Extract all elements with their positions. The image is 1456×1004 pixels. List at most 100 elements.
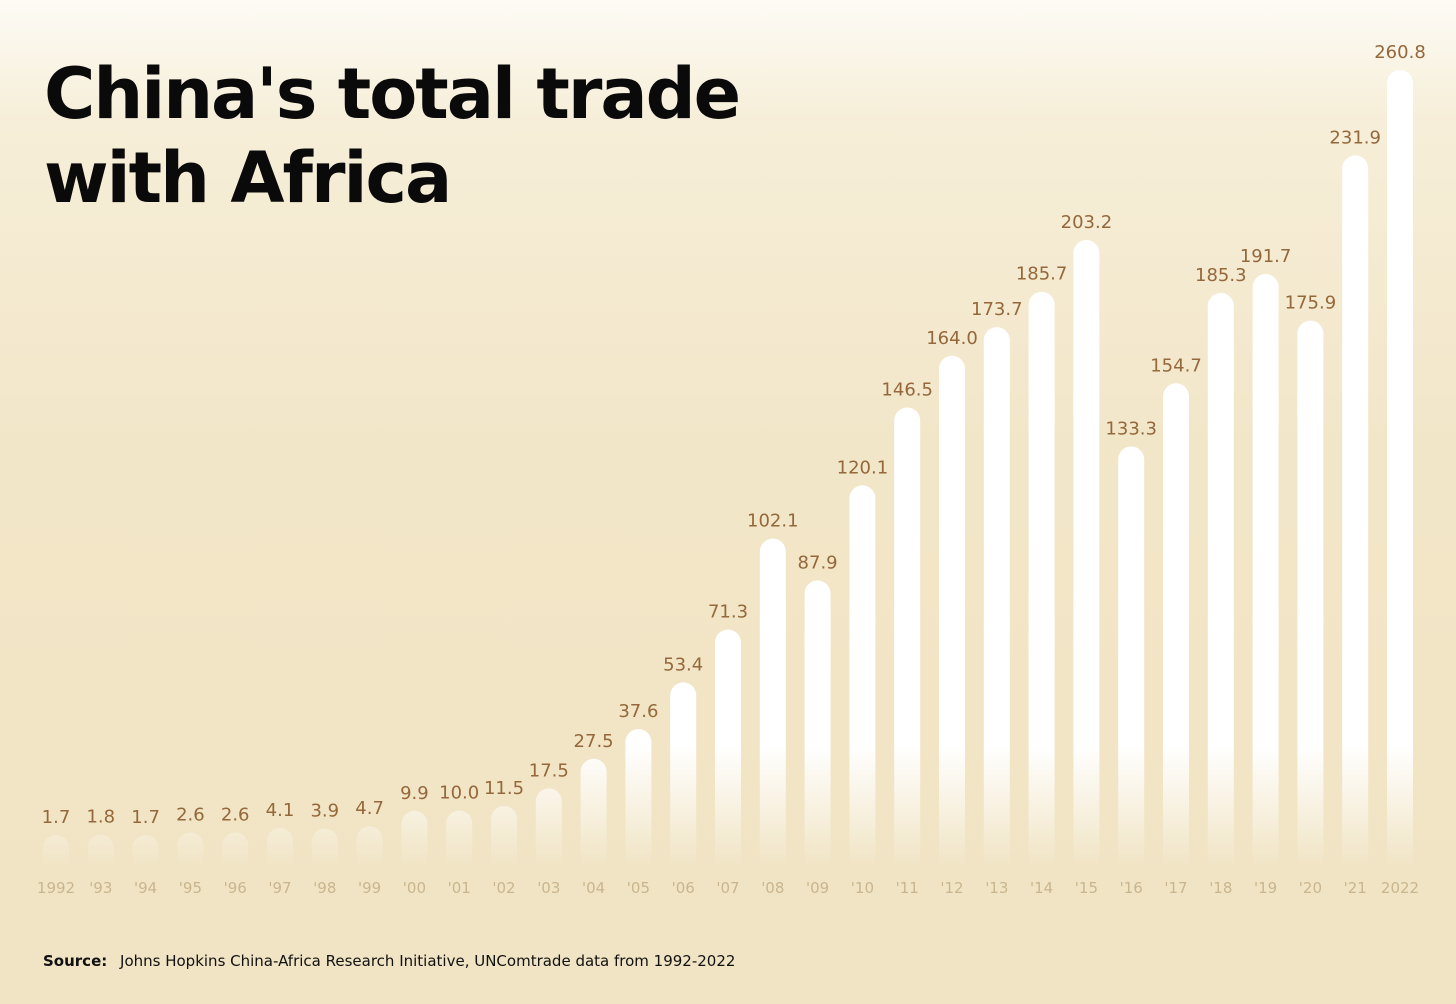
value-label: 10.0 xyxy=(439,782,479,803)
bar-'96 xyxy=(222,832,249,879)
x-tick-label: 1992 xyxy=(37,879,75,897)
bar-'16 xyxy=(1118,446,1145,879)
x-tick-label: '93 xyxy=(89,879,112,897)
value-label: 175.9 xyxy=(1285,293,1337,314)
value-label: 1.7 xyxy=(131,807,160,828)
bar-'00 xyxy=(401,810,428,879)
x-tick-label: '02 xyxy=(492,879,515,897)
bar-1992 xyxy=(43,834,69,879)
bar-'19 xyxy=(1252,274,1279,880)
value-label: 53.4 xyxy=(663,654,703,675)
bar-'94 xyxy=(132,834,159,879)
value-label: 71.3 xyxy=(708,601,748,622)
value-label: 120.1 xyxy=(837,457,889,478)
bar-'05 xyxy=(625,728,652,879)
bar-'02 xyxy=(491,806,517,879)
x-tick-label: '19 xyxy=(1254,879,1277,897)
value-label: 154.7 xyxy=(1150,355,1202,376)
source-text: Johns Hopkins China-Africa Research Init… xyxy=(120,952,736,970)
value-label: 3.9 xyxy=(310,800,339,821)
value-label: 9.9 xyxy=(400,783,429,804)
x-tick-label: '18 xyxy=(1209,879,1232,897)
x-tick-label: '13 xyxy=(985,879,1008,897)
chart-title: China's total trade with Africa xyxy=(44,52,804,220)
x-tick-label: '07 xyxy=(716,879,739,897)
bar-'14 xyxy=(1028,291,1055,879)
value-label: 2.6 xyxy=(221,804,250,825)
value-label: 11.5 xyxy=(484,778,524,799)
bar-'01 xyxy=(446,810,473,879)
bar-'97 xyxy=(267,827,293,879)
source-label: Source: xyxy=(43,952,108,970)
bar-'07 xyxy=(715,629,741,879)
x-tick-label: '96 xyxy=(224,879,247,897)
bar-'08 xyxy=(759,538,786,879)
bar-'20 xyxy=(1297,320,1324,879)
x-tick-label: '20 xyxy=(1299,879,1322,897)
value-label: 146.5 xyxy=(881,379,933,400)
x-tick-label: '94 xyxy=(134,879,157,897)
bar-'03 xyxy=(535,788,562,879)
x-tick-label: '12 xyxy=(940,879,963,897)
x-tick-labels-group: 1992 '93 '94 '95 '96 '97 '98 '99 '00 '01 '02 '03 '04… xyxy=(37,879,1419,897)
value-label: 87.9 xyxy=(798,552,838,573)
value-label: 164.0 xyxy=(926,328,978,349)
x-tick-label: '97 xyxy=(268,879,291,897)
value-label: 191.7 xyxy=(1240,246,1292,267)
bar-'15 xyxy=(1073,240,1100,880)
source-note: Source: Johns Hopkins China-Africa Resea… xyxy=(43,952,735,970)
x-tick-label: '08 xyxy=(761,879,784,897)
chart-title-line-2: with Africa xyxy=(44,137,452,219)
x-tick-label: '10 xyxy=(851,879,874,897)
x-tick-label: '05 xyxy=(627,879,650,897)
value-label: 260.8 xyxy=(1374,42,1426,63)
bar-'13 xyxy=(983,327,1010,879)
x-tick-label: '99 xyxy=(358,879,381,897)
x-tick-label: '04 xyxy=(582,879,605,897)
bar-'12 xyxy=(939,355,965,879)
bar-'98 xyxy=(311,828,338,879)
value-label: 27.5 xyxy=(574,731,614,752)
bar-'06 xyxy=(670,682,697,879)
bar-'95 xyxy=(177,832,204,879)
bar-'17 xyxy=(1163,383,1189,879)
value-label: 102.1 xyxy=(747,511,799,532)
bar-'11 xyxy=(894,407,921,879)
value-label: 17.5 xyxy=(529,760,569,781)
value-label: 1.8 xyxy=(86,807,115,828)
bar-'18 xyxy=(1207,292,1234,879)
x-tick-label: 2022 xyxy=(1381,879,1419,897)
value-label: 1.7 xyxy=(42,807,71,828)
chart-title-line-1: China's total trade xyxy=(44,53,741,135)
x-tick-label: '11 xyxy=(896,879,919,897)
value-label: 185.7 xyxy=(1016,264,1068,285)
value-label: 4.7 xyxy=(355,798,384,819)
bars-group xyxy=(43,70,1413,880)
x-tick-label: '21 xyxy=(1344,879,1367,897)
bar-'93 xyxy=(87,834,114,879)
value-label: 185.3 xyxy=(1195,265,1247,286)
x-tick-label: '14 xyxy=(1030,879,1053,897)
value-label: 173.7 xyxy=(971,299,1023,320)
x-tick-label: '95 xyxy=(179,879,202,897)
bar-2022 xyxy=(1387,70,1413,879)
bar-'99 xyxy=(356,826,383,879)
x-tick-label: '17 xyxy=(1164,879,1187,897)
value-label: 4.1 xyxy=(266,800,295,821)
bar-'10 xyxy=(849,485,876,879)
x-tick-label: '15 xyxy=(1075,879,1098,897)
x-tick-label: '01 xyxy=(448,879,471,897)
x-tick-label: '06 xyxy=(672,879,695,897)
x-tick-label: '00 xyxy=(403,879,426,897)
bar-'21 xyxy=(1342,155,1369,879)
x-tick-label: '98 xyxy=(313,879,336,897)
x-tick-label: '16 xyxy=(1120,879,1143,897)
value-labels-group: 1.7 1.8 1.7 2.6 2.6 4.1 3.9 4.79.9 10.0 11.517.52… xyxy=(42,42,1426,828)
value-label: 37.6 xyxy=(618,701,658,722)
value-label: 133.3 xyxy=(1105,418,1157,439)
value-label: 2.6 xyxy=(176,804,205,825)
value-label: 231.9 xyxy=(1329,127,1381,148)
bar-'04 xyxy=(580,758,607,879)
x-tick-label: '09 xyxy=(806,879,829,897)
